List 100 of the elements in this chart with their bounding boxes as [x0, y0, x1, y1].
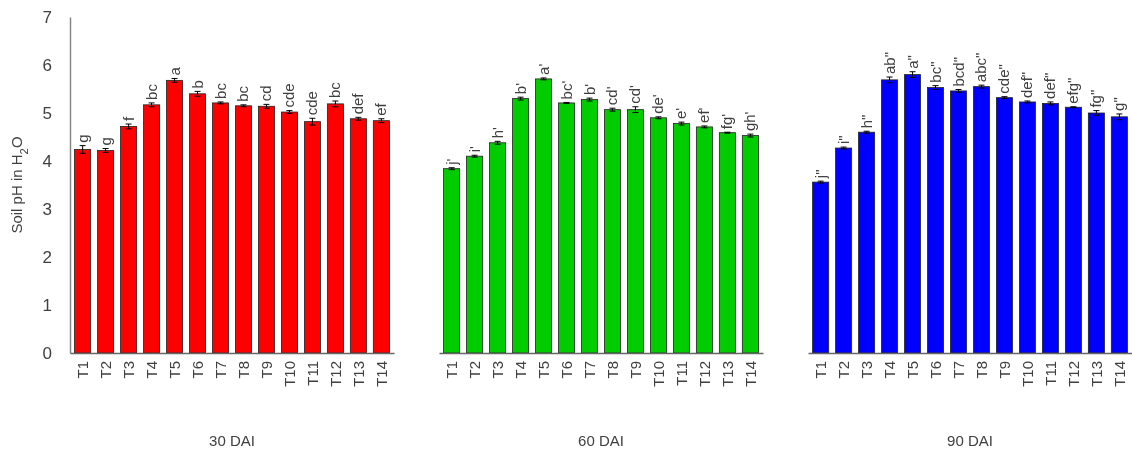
- bar: [349, 118, 367, 354]
- bar: [74, 149, 92, 354]
- x-tick-label: T4: [880, 361, 898, 379]
- x-tick-label: T14: [372, 361, 390, 387]
- bar: [672, 123, 690, 354]
- annotation: fg': [718, 113, 736, 130]
- annotation: h': [488, 126, 506, 139]
- bar: [627, 109, 644, 354]
- x-tick-label: T10: [1018, 361, 1036, 387]
- x-tick-label: T7: [211, 361, 229, 379]
- bar: [235, 105, 252, 354]
- bar: [904, 74, 921, 354]
- annotation: cd': [626, 84, 644, 104]
- annotation: abc": [972, 52, 990, 83]
- x-tick-label: T13: [718, 361, 736, 387]
- annotation: bc: [326, 81, 344, 98]
- bar: [650, 117, 667, 354]
- bar: [1110, 116, 1128, 354]
- annotation: j': [442, 158, 460, 166]
- bar: [326, 103, 344, 354]
- x-axis-title: 30 DAI: [209, 432, 255, 449]
- bar: [858, 131, 876, 354]
- y-tick-label: 7: [42, 7, 52, 27]
- bar: [1087, 112, 1105, 354]
- bar: [1041, 103, 1059, 354]
- x-tick-label: T5: [903, 361, 921, 379]
- annotation: b': [511, 82, 529, 95]
- bar: [695, 126, 713, 354]
- x-tick-label: T11: [303, 361, 321, 386]
- annotation: g: [96, 137, 114, 146]
- annotation: b': [580, 83, 598, 96]
- x-tick-label: T12: [326, 361, 344, 387]
- x-tick-label: T8: [234, 361, 252, 379]
- annotation: ab": [880, 51, 898, 74]
- annotation: efg": [1064, 77, 1082, 104]
- annotation: fg": [1087, 89, 1105, 108]
- bar: [835, 147, 853, 354]
- bar: [881, 79, 899, 354]
- bar: [372, 120, 390, 354]
- x-tick-label: T8: [603, 361, 621, 379]
- annotation: cd: [257, 85, 275, 102]
- annotation: cde": [995, 64, 1013, 94]
- x-tick-label: T1: [442, 361, 460, 379]
- annotation: cde: [280, 83, 298, 108]
- x-tick-label: T14: [1110, 361, 1128, 387]
- x-tick-label: T3: [857, 361, 875, 379]
- y-tick-label: 0: [42, 343, 52, 363]
- y-tick-label: 4: [42, 151, 52, 171]
- annotation: gh': [741, 111, 759, 132]
- bar: [489, 142, 507, 354]
- x-tick-label: T2: [96, 361, 114, 379]
- x-axis-title: 60 DAI: [578, 432, 624, 449]
- annotation: bcd": [949, 56, 967, 87]
- annotation: bc: [234, 85, 252, 102]
- bar: [443, 168, 461, 354]
- bar: [97, 150, 115, 354]
- annotation: ef: [372, 102, 390, 116]
- annotation: e': [672, 107, 690, 120]
- bar: [120, 126, 138, 354]
- bar: [212, 102, 229, 354]
- bar: [950, 90, 967, 354]
- annotation: f: [119, 116, 137, 122]
- bar: [718, 132, 736, 354]
- x-tick-label: T3: [488, 361, 506, 379]
- x-tick-label: T1: [73, 361, 91, 379]
- bar: [973, 86, 990, 354]
- annotation: a: [165, 66, 183, 76]
- x-tick-label: T13: [349, 361, 367, 387]
- x-tick-label: T5: [165, 361, 183, 379]
- annotation: bc": [926, 61, 944, 83]
- bar: [281, 111, 298, 354]
- x-tick-label: T12: [1064, 361, 1082, 387]
- annotation: cde: [303, 91, 321, 116]
- x-tick-label: T6: [188, 361, 206, 379]
- y-tick-label: 2: [42, 247, 52, 267]
- x-tick-label: T11: [672, 361, 690, 386]
- annotation: h": [857, 114, 875, 129]
- bar: [996, 97, 1013, 354]
- annotation: g": [1110, 97, 1128, 111]
- x-tick-label: T1: [811, 361, 829, 379]
- annotation: g: [73, 134, 91, 143]
- annotation: def": [1041, 72, 1059, 99]
- annotation: i": [834, 135, 852, 145]
- annotation: i': [465, 145, 483, 153]
- x-tick-label: T9: [257, 361, 275, 379]
- x-tick-label: T6: [926, 361, 944, 379]
- annotation: bc': [557, 80, 575, 100]
- x-tick-label: T4: [142, 361, 160, 379]
- bar: [812, 181, 830, 354]
- x-tick-label: T9: [626, 361, 644, 379]
- bar: [303, 121, 321, 354]
- x-tick-label: T13: [1087, 361, 1105, 387]
- bar: [741, 135, 759, 354]
- annotation: bc: [142, 83, 160, 100]
- x-tick-label: T10: [649, 361, 667, 387]
- annotation: def: [349, 92, 367, 115]
- x-tick-label: T2: [834, 361, 852, 379]
- x-tick-label: T10: [280, 361, 298, 387]
- bar: [604, 109, 621, 354]
- x-tick-label: T11: [1041, 361, 1059, 386]
